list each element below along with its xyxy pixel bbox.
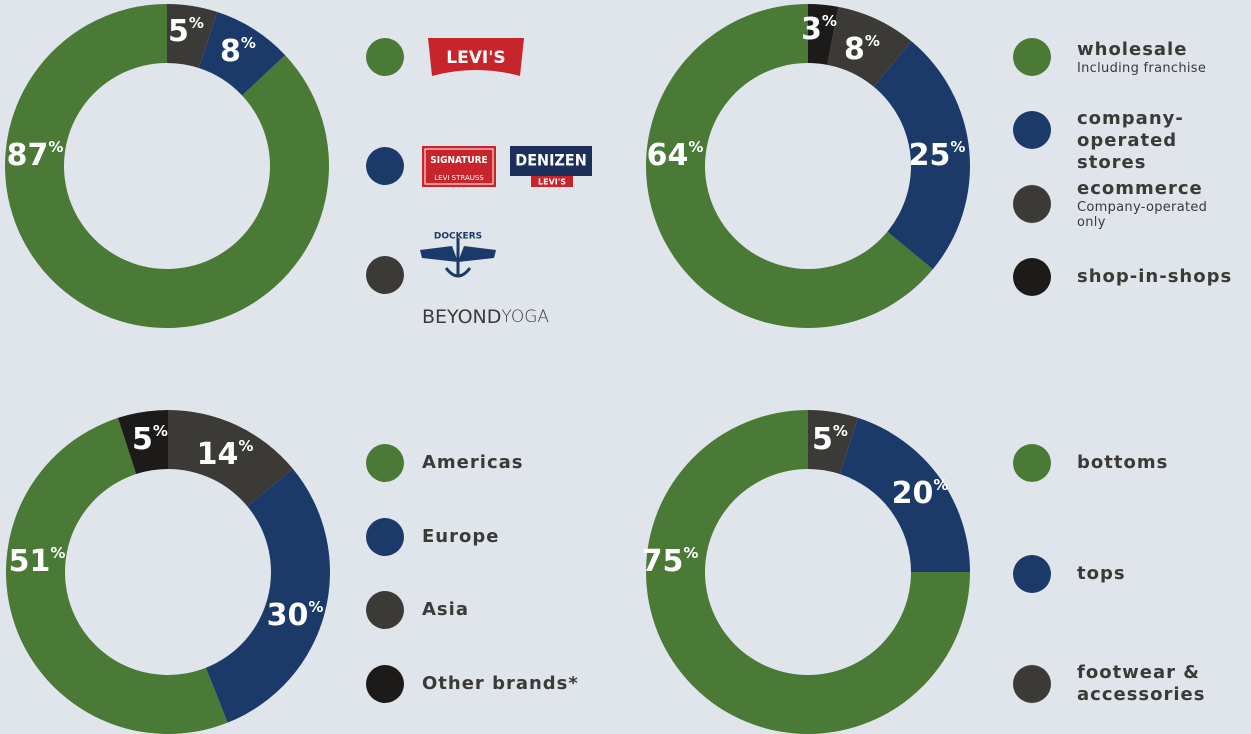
legend-sublabel: Company-operated only: [1077, 200, 1208, 230]
legend-dot: [366, 38, 404, 76]
legend-dot: [366, 665, 404, 703]
legend-dot: [1013, 185, 1051, 223]
logo-text: LEVI'S: [538, 178, 566, 187]
legend-dot: [1013, 258, 1051, 296]
donut-slice: [808, 4, 839, 65]
donut-slice: [645, 4, 933, 329]
value-label: 8%: [220, 34, 256, 69]
logo-signature: SIGNATURE LEVI STRAUSS: [422, 146, 496, 187]
donut-slice: [168, 410, 293, 507]
donut-slice: [167, 3, 218, 69]
value-label: 75%: [642, 544, 699, 579]
logo-text: LEVI'S: [446, 48, 505, 68]
donut-slice: [205, 468, 330, 723]
value-label: 87%: [7, 138, 64, 173]
logo-dockers: DOCKERS: [420, 232, 496, 278]
value-label: 5%: [168, 14, 204, 49]
legend-label: bottoms: [1077, 452, 1169, 473]
value-label: 51%: [9, 544, 66, 579]
donut-slice: [198, 11, 286, 96]
legend-dot: [366, 256, 404, 294]
legend-label: Other brands*: [422, 673, 579, 694]
logo-shape: [444, 267, 472, 278]
logo-shape: [424, 148, 494, 185]
donut-slice: [4, 4, 330, 329]
value-label: 8%: [844, 32, 880, 67]
value-label: 5%: [812, 422, 848, 457]
logo-text: LEVI STRAUSS: [434, 174, 484, 182]
logo-shape: [420, 246, 496, 262]
legend-dot: [366, 591, 404, 629]
legend-dot: [1013, 665, 1051, 703]
value-label: 14%: [197, 437, 254, 472]
logo-text: DOCKERS: [434, 232, 482, 242]
value-label: 3%: [801, 12, 837, 47]
donut-slice: [827, 6, 912, 87]
legend-dot: [1013, 555, 1051, 593]
value-label: 64%: [647, 138, 704, 173]
legend-dot: [1013, 38, 1051, 76]
value-label: 20%: [892, 476, 949, 511]
logo-text: BEYONDYOGA: [422, 306, 549, 328]
logo-shape: [422, 146, 496, 187]
legend-dot: [366, 518, 404, 556]
value-label: 5%: [132, 422, 168, 457]
value-label: 25%: [909, 138, 966, 173]
legend-label: wholesale: [1077, 38, 1188, 60]
legend-sublabel: Including franchise: [1077, 60, 1207, 76]
donut-slice: [117, 410, 168, 475]
legend-label: footwear & accessories: [1077, 662, 1206, 705]
legend-dot: [366, 147, 404, 185]
logo-shape: [510, 146, 592, 176]
donut-slice: [839, 417, 970, 572]
legend-label: Europe: [422, 526, 500, 547]
donut-slice: [808, 410, 859, 475]
value-label: 30%: [267, 598, 324, 633]
logo-shape: [531, 176, 573, 187]
legend-label: Americas: [422, 452, 524, 473]
logo-text: DENIZEN: [515, 151, 587, 170]
logo-denizen: DENIZEN LEVI'S: [510, 146, 592, 187]
legend-dot: [366, 444, 404, 482]
donut-slice: [6, 417, 228, 734]
logo-beyond-yoga: BEYONDYOGA: [422, 306, 549, 328]
legend-label: tops: [1077, 563, 1126, 584]
legend-label: ecommerce: [1077, 178, 1203, 199]
donut-slice: [873, 41, 970, 270]
legend-label: shop-in-shops: [1077, 266, 1233, 287]
donut-slice: [646, 410, 970, 734]
legend-label: Asia: [422, 599, 469, 620]
logo-shape: [428, 38, 524, 76]
logo-text: SIGNATURE: [430, 155, 487, 166]
logo-levis: LEVI'S: [428, 38, 524, 76]
legend-label: company- operated stores: [1077, 108, 1184, 173]
legend-dot: [1013, 111, 1051, 149]
legend-dot: [1013, 444, 1051, 482]
